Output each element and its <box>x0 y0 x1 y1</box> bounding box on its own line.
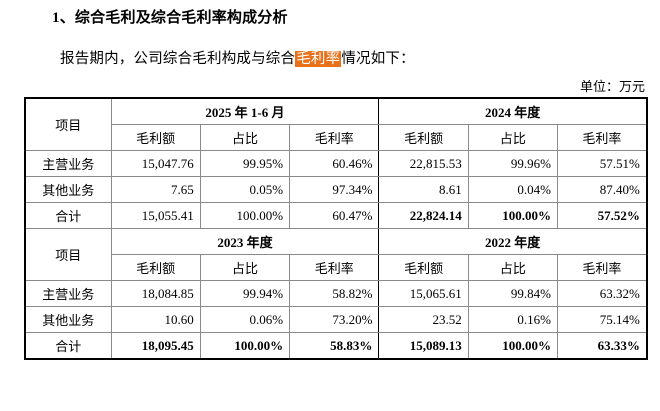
row-label: 主营业务 <box>24 150 112 177</box>
cell-value: 60.47% <box>289 202 380 229</box>
cell-value: 75.14% <box>557 306 648 333</box>
subheader-margin: 毛利率 <box>289 254 380 281</box>
cell-value: 63.33% <box>557 332 648 360</box>
cell-value: 15,089.13 <box>378 332 469 360</box>
cell-value: 0.05% <box>199 176 291 203</box>
cell-value: 58.82% <box>289 280 380 307</box>
subheader-share: 占比 <box>467 254 559 281</box>
intro-paragraph: 报告期内，公司综合毛利构成与综合毛利率情况如下： <box>60 47 415 68</box>
cell-value: 0.16% <box>467 306 559 333</box>
subheader-gross-profit: 毛利额 <box>378 124 469 151</box>
cell-value: 99.95% <box>199 150 291 177</box>
table-row: 主营业务 15,047.76 99.95% 60.46% 22,815.53 9… <box>24 150 648 177</box>
header-period-3: 2022 年度 <box>378 228 648 255</box>
section-heading: 1、综合毛利及综合毛利率构成分析 <box>52 10 288 26</box>
cell-value: 18,095.45 <box>110 332 201 360</box>
table-total-row: 合计 18,095.45 100.00% 58.83% 15,089.13 10… <box>24 332 648 360</box>
cell-value: 99.84% <box>467 280 559 307</box>
cell-value: 15,065.61 <box>378 280 469 307</box>
cell-value: 18,084.85 <box>110 280 201 307</box>
cell-value: 57.52% <box>557 202 648 229</box>
cell-value: 87.40% <box>557 176 648 203</box>
cell-value: 7.65 <box>110 176 201 203</box>
gross-profit-table: 项目 2025 年 1-6 月 2024 年度 毛利额 占比 毛利率 毛利额 占… <box>24 97 648 360</box>
table-subheader-row: 毛利额 占比 毛利率 毛利额 占比 毛利率 <box>25 124 648 151</box>
cell-value: 8.61 <box>378 176 469 203</box>
cell-value: 0.04% <box>467 176 559 203</box>
row-label: 合计 <box>24 332 112 360</box>
table-header-row: 项目 2023 年度 2022 年度 <box>24 228 648 281</box>
table-row: 主营业务 18,084.85 99.94% 58.82% 15,065.61 9… <box>24 280 648 307</box>
subheader-gross-profit: 毛利额 <box>110 254 201 281</box>
table-header-row: 项目 2025 年 1-6 月 2024 年度 <box>24 97 648 151</box>
cell-value: 73.20% <box>289 306 380 333</box>
header-period-1: 2024 年度 <box>378 97 648 125</box>
cell-value: 23.52 <box>378 306 469 333</box>
cell-value: 100.00% <box>199 202 291 229</box>
cell-value: 22,815.53 <box>378 150 469 177</box>
cell-value: 10.60 <box>110 306 201 333</box>
cell-value: 100.00% <box>199 332 291 360</box>
cell-value: 15,055.41 <box>110 202 201 229</box>
cell-value: 58.83% <box>289 332 380 360</box>
table-total-row: 合计 15,055.41 100.00% 60.47% 22,824.14 10… <box>24 202 648 229</box>
cell-value: 100.00% <box>467 202 559 229</box>
row-label: 其他业务 <box>24 176 112 203</box>
intro-text-after: 情况如下： <box>341 51 415 67</box>
subheader-margin: 毛利率 <box>557 254 648 281</box>
header-period-0: 2025 年 1-6 月 <box>110 97 380 125</box>
table-row: 其他业务 10.60 0.06% 73.20% 23.52 0.16% 75.1… <box>24 306 648 333</box>
unit-note: 单位：万元 <box>579 79 645 94</box>
subheader-gross-profit: 毛利额 <box>378 254 469 281</box>
subheader-share: 占比 <box>467 124 559 151</box>
cell-value: 97.34% <box>289 176 380 203</box>
cell-value: 15,047.76 <box>110 150 201 177</box>
subheader-margin: 毛利率 <box>289 124 380 151</box>
row-label: 主营业务 <box>24 280 112 307</box>
header-period-2: 2023 年度 <box>110 228 380 255</box>
intro-text-before: 报告期内，公司综合毛利构成与综合 <box>60 51 296 67</box>
cell-value: 60.46% <box>289 150 380 177</box>
cell-value: 100.00% <box>467 332 559 360</box>
table-subheader-row: 毛利额 占比 毛利率 毛利额 占比 毛利率 <box>25 254 648 281</box>
subheader-share: 占比 <box>199 254 291 281</box>
highlighted-term: 毛利率 <box>295 51 342 67</box>
cell-value: 22,824.14 <box>378 202 469 229</box>
subheader-margin: 毛利率 <box>557 124 648 151</box>
subheader-gross-profit: 毛利额 <box>110 124 201 151</box>
header-item-label: 项目 <box>24 97 112 151</box>
header-item-label: 项目 <box>24 228 112 281</box>
cell-value: 99.96% <box>467 150 559 177</box>
subheader-share: 占比 <box>199 124 291 151</box>
table-row: 其他业务 7.65 0.05% 97.34% 8.61 0.04% 87.40% <box>24 176 648 203</box>
cell-value: 0.06% <box>199 306 291 333</box>
row-label: 合计 <box>24 202 112 229</box>
cell-value: 63.32% <box>557 280 648 307</box>
row-label: 其他业务 <box>24 306 112 333</box>
cell-value: 99.94% <box>199 280 291 307</box>
cell-value: 57.51% <box>557 150 648 177</box>
